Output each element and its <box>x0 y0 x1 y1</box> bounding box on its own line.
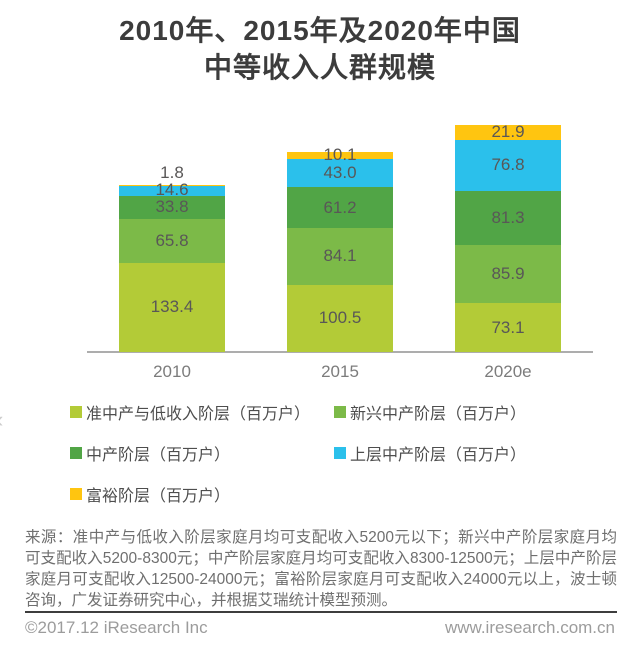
bar-segment <box>119 218 225 263</box>
bar-segment <box>455 139 561 191</box>
value-label: 100.5 <box>318 308 362 328</box>
bar-segment <box>455 303 561 352</box>
value-label: 43.0 <box>323 162 357 182</box>
value-label: 1.8 <box>160 163 184 183</box>
bar-segment <box>287 158 393 188</box>
legend-swatch-icon <box>70 447 82 459</box>
legend-swatch-icon <box>70 406 82 418</box>
value-label: 21.9 <box>491 122 525 142</box>
value-label: 76.8 <box>491 155 525 175</box>
legend-item: 富裕阶层（百万户） <box>70 482 334 506</box>
chart-area: 133.4 65.8 33.8 14.6 1.8 2010 100.5 84.1 61.2 43.… <box>0 100 640 400</box>
bar-segment <box>455 190 561 246</box>
footer-website-link[interactable]: www.iresearch.com.cn <box>444 618 615 637</box>
legend-label: 准中产与低收入阶层（百万户） <box>86 406 311 423</box>
bar-segment <box>287 187 393 229</box>
legend-swatch-icon <box>334 447 346 459</box>
value-label: 81.3 <box>491 208 525 228</box>
value-label: 84.1 <box>323 246 357 266</box>
legend-item: 准中产与低收入阶层（百万户） <box>70 400 334 424</box>
legend-item: 新兴中产阶层（百万户） <box>334 400 595 424</box>
legend-item: 上层中产阶层（百万户） <box>334 441 595 465</box>
value-label: 10.1 <box>323 145 357 165</box>
footer-copyright: ©2017.12 iResearch Inc <box>25 618 208 637</box>
footer-divider <box>25 611 617 613</box>
bar-segment <box>287 284 393 352</box>
x-axis-label: 2020e <box>484 362 532 381</box>
value-label: 133.4 <box>150 297 194 317</box>
x-axis-label: 2010 <box>153 362 191 381</box>
legend-label: 新兴中产阶层（百万户） <box>350 406 527 423</box>
legend-swatch-icon <box>70 488 82 500</box>
chart-title-line1: 2010年、2015年及2020年中国 <box>119 15 521 46</box>
legend-label: 上层中产阶层（百万户） <box>350 447 527 464</box>
bar-segment <box>119 195 225 219</box>
legend-label: 富裕阶层（百万户） <box>86 488 231 505</box>
bar-segment <box>287 151 393 159</box>
legend-swatch-icon <box>334 406 346 418</box>
carousel-prev-icon[interactable]: ‹ <box>0 408 10 432</box>
legend-item: 中产阶层（百万户） <box>70 441 334 465</box>
legend-label: 中产阶层（百万户） <box>86 447 231 464</box>
bar-segment <box>119 186 225 196</box>
value-label: 73.1 <box>491 317 525 337</box>
bar-segment <box>455 124 561 140</box>
value-label: 14.6 <box>155 180 189 200</box>
chart-title-line2: 中等收入人群规模 <box>203 52 436 83</box>
bar-segment <box>119 184 225 187</box>
chart-title: 2010年、2015年及2020年中国 中等收入人群规模 <box>0 12 640 86</box>
bar-segment <box>455 245 561 304</box>
value-label: 61.2 <box>323 197 357 217</box>
bar-segment <box>119 262 225 352</box>
bar-segment <box>287 228 393 285</box>
value-label: 65.8 <box>155 230 189 250</box>
x-axis-line <box>87 351 593 353</box>
source-note: 来源：准中产与低收入阶层家庭月均可支配收入5200元以下；新兴中产阶层家庭月均可… <box>25 529 617 609</box>
chart-legend: 准中产与低收入阶层（百万户） 新兴中产阶层（百万户） 中产阶层（百万户） 上层中产阶层… <box>70 400 595 506</box>
value-label: 33.8 <box>155 197 189 217</box>
value-label: 85.9 <box>491 264 525 284</box>
x-axis-label: 2015 <box>321 362 359 381</box>
